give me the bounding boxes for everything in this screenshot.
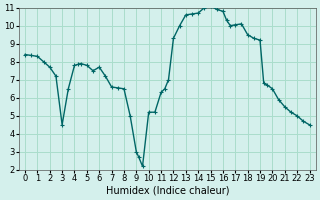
- X-axis label: Humidex (Indice chaleur): Humidex (Indice chaleur): [106, 186, 229, 196]
